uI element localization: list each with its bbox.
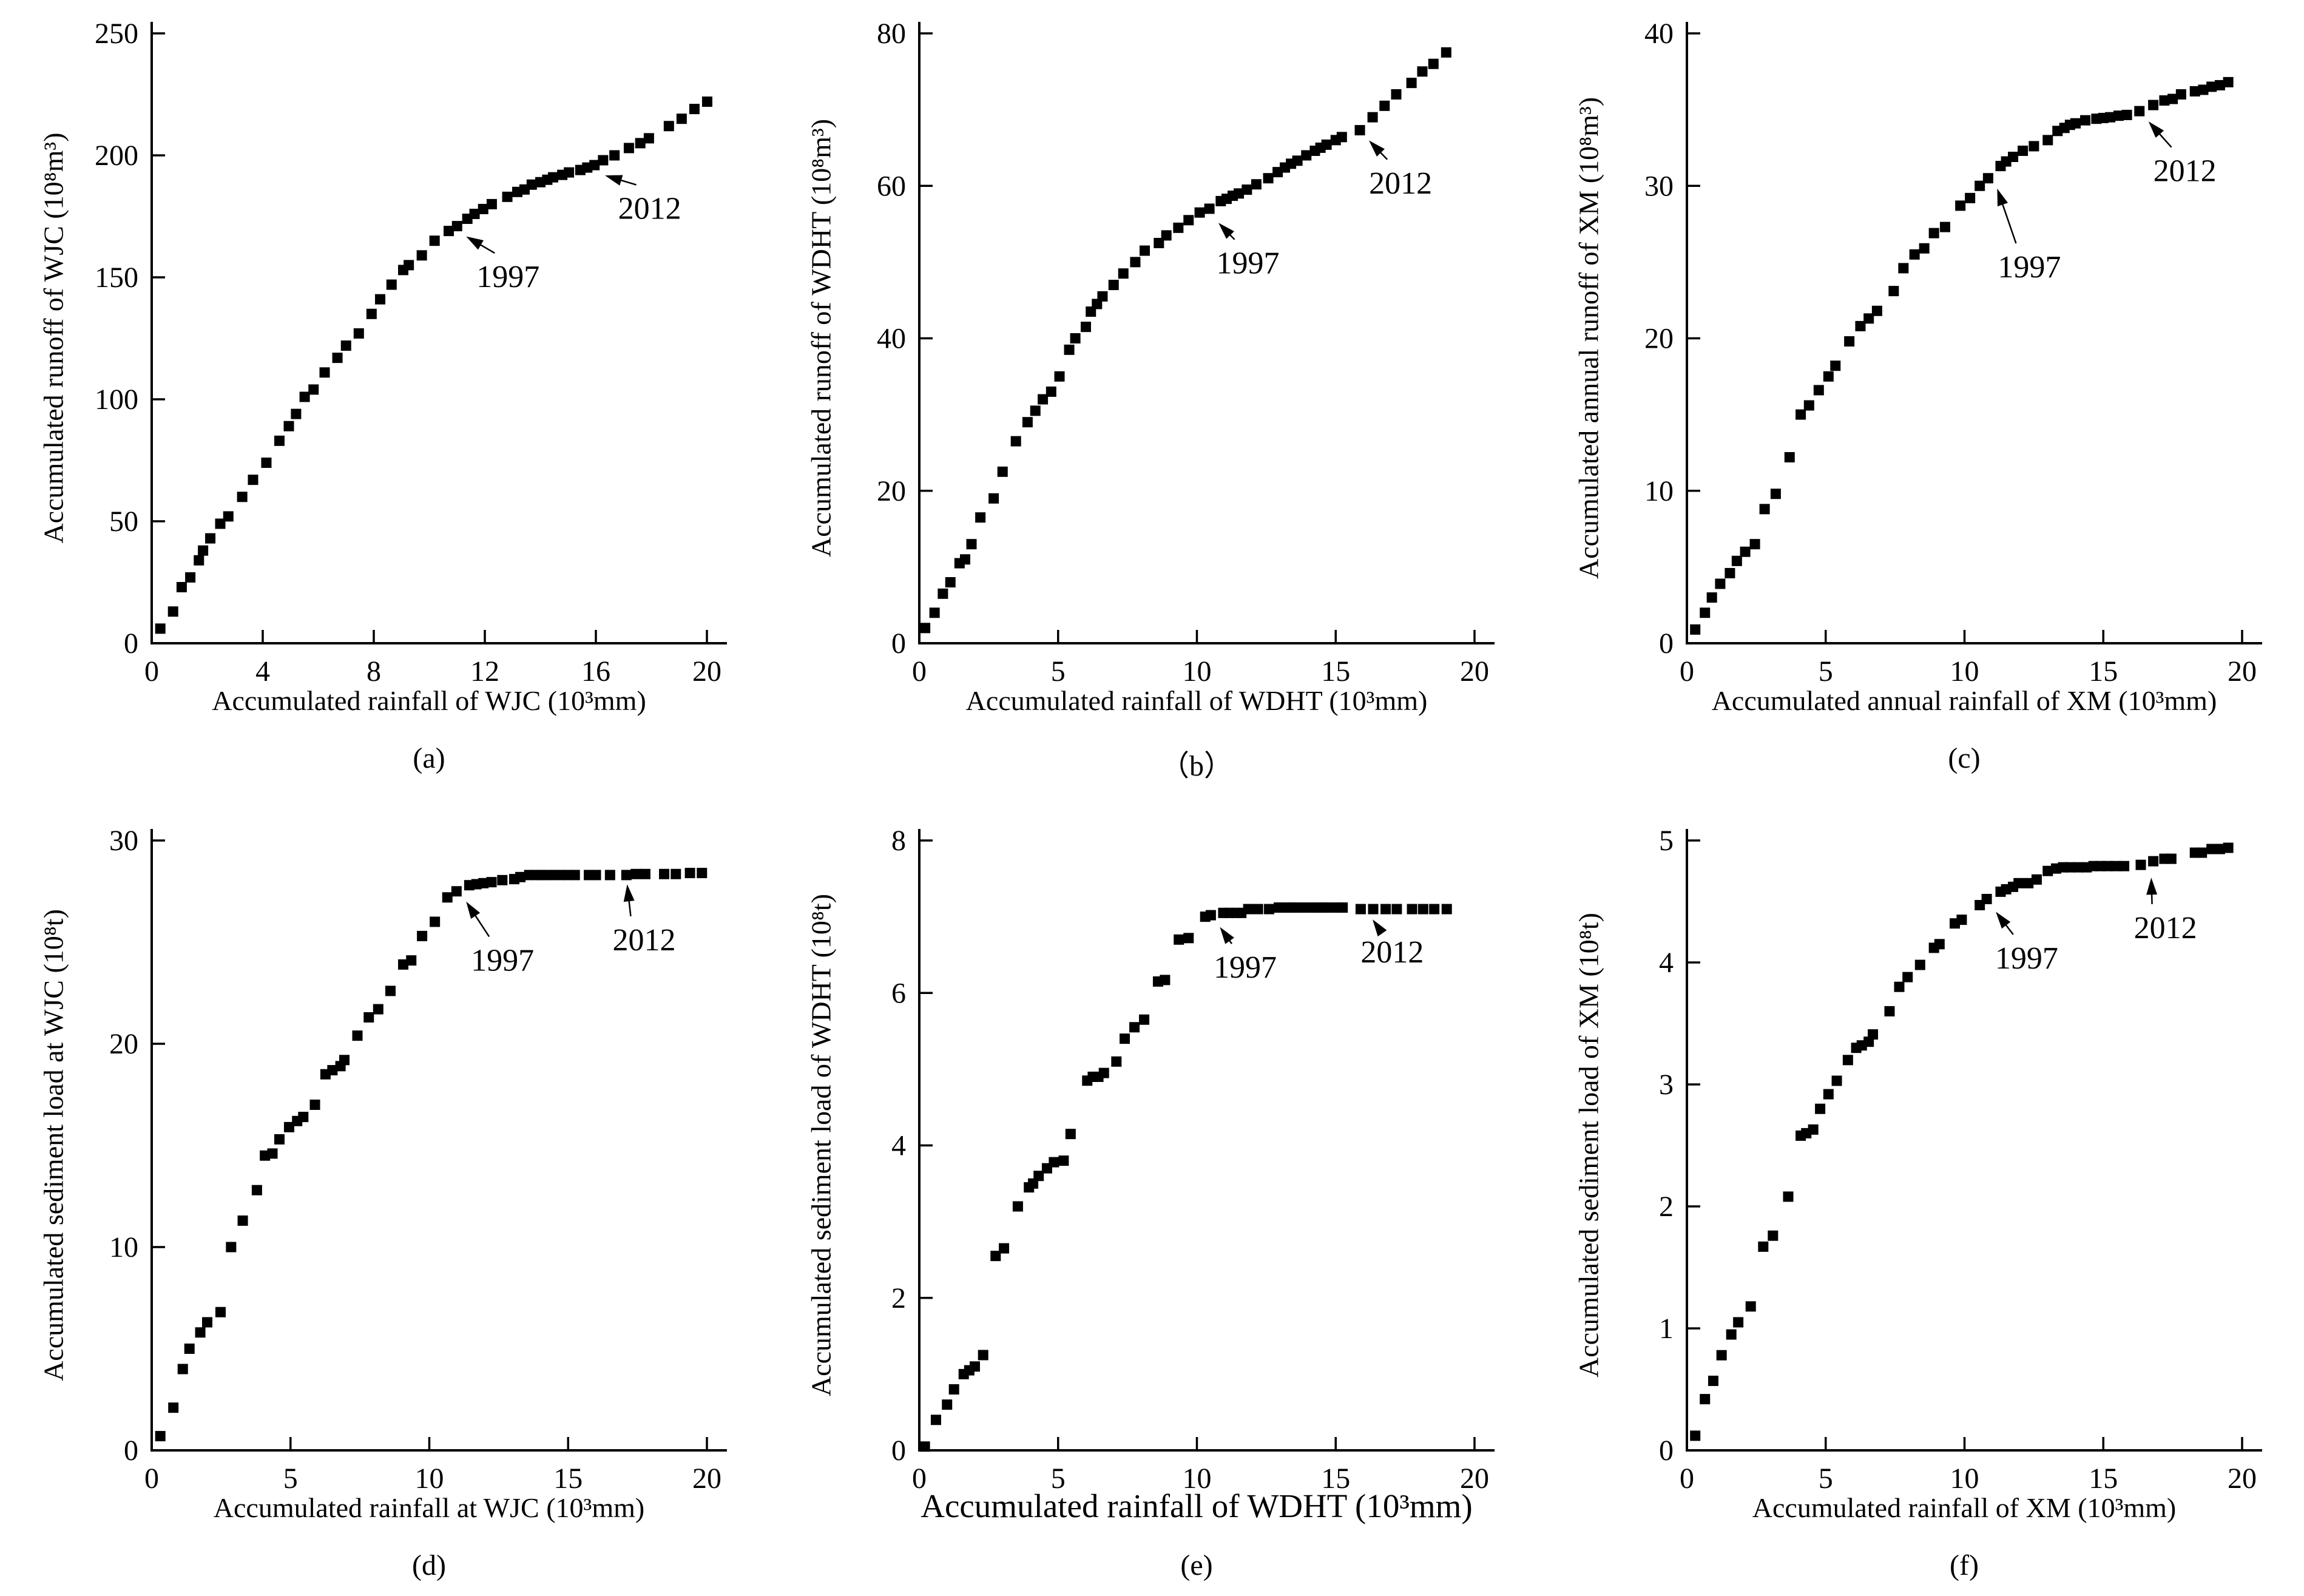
svg-text:10: 10 xyxy=(1950,1462,1979,1495)
svg-text:1: 1 xyxy=(1659,1313,1674,1345)
plot-area-d: 0 5 10 15 20 0 10 20 30 1997 2012 xyxy=(109,825,727,1495)
svg-text:0: 0 xyxy=(124,1435,138,1467)
svg-text:10: 10 xyxy=(109,1231,138,1263)
svg-text:4: 4 xyxy=(255,655,270,688)
panel-d: Accumulated sediment load at WJC (10⁸t) … xyxy=(0,807,768,1596)
svg-text:0: 0 xyxy=(1659,627,1674,660)
panel-e: Accumulated sediment load of WDHT (10⁸t)… xyxy=(768,807,1535,1596)
svg-text:80: 80 xyxy=(877,18,906,50)
svg-text:2012: 2012 xyxy=(2134,911,2197,945)
svg-text:2012: 2012 xyxy=(618,192,681,226)
svg-text:10: 10 xyxy=(1950,655,1979,688)
svg-text:2012: 2012 xyxy=(1369,166,1432,201)
svg-text:0: 0 xyxy=(1680,655,1694,688)
svg-text:1997: 1997 xyxy=(471,943,534,978)
svg-text:0: 0 xyxy=(124,627,138,660)
svg-text:40: 40 xyxy=(1644,18,1674,50)
svg-text:2012: 2012 xyxy=(2154,154,2217,189)
svg-text:10: 10 xyxy=(1644,475,1674,507)
svg-text:200: 200 xyxy=(95,140,138,172)
svg-text:50: 50 xyxy=(109,506,138,538)
svg-text:40: 40 xyxy=(877,323,906,355)
svg-text:2: 2 xyxy=(891,1282,906,1314)
svg-text:5: 5 xyxy=(1819,655,1833,688)
svg-text:10: 10 xyxy=(1183,655,1212,688)
svg-text:3: 3 xyxy=(1659,1069,1674,1101)
svg-text:12: 12 xyxy=(470,655,499,688)
panel-caption-e: (e) xyxy=(1180,1549,1213,1581)
svg-text:5: 5 xyxy=(1659,825,1674,857)
svg-text:30: 30 xyxy=(1644,170,1674,202)
svg-text:16: 16 xyxy=(581,655,610,688)
plot-area-b: 0 5 10 15 20 0 20 40 60 80 1997 2012 xyxy=(877,18,1495,688)
svg-text:0: 0 xyxy=(144,655,159,688)
svg-text:10: 10 xyxy=(1183,1462,1212,1495)
svg-text:15: 15 xyxy=(1321,655,1350,688)
svg-text:10: 10 xyxy=(415,1462,444,1495)
panel-caption-f: (f) xyxy=(1950,1549,1979,1581)
svg-text:30: 30 xyxy=(109,825,138,857)
svg-text:150: 150 xyxy=(95,262,138,294)
svg-text:100: 100 xyxy=(95,384,138,416)
svg-text:20: 20 xyxy=(2228,655,2257,688)
svg-text:2012: 2012 xyxy=(612,923,675,958)
svg-text:15: 15 xyxy=(1321,1462,1350,1495)
svg-text:20: 20 xyxy=(877,475,906,507)
panel-c: Accumulated annual runoff of XM (10⁸m³) … xyxy=(1535,0,2304,807)
panel-caption-a: (a) xyxy=(413,742,445,774)
x-axis-label-d: Accumulated rainfall at WJC (10³mm) xyxy=(213,1492,645,1523)
svg-text:20: 20 xyxy=(1460,1462,1489,1495)
svg-text:4: 4 xyxy=(1659,947,1674,979)
svg-text:1997: 1997 xyxy=(1995,941,2058,976)
svg-text:5: 5 xyxy=(1819,1462,1833,1495)
svg-text:0: 0 xyxy=(912,655,927,688)
svg-text:0: 0 xyxy=(1680,1462,1694,1495)
svg-text:5: 5 xyxy=(1051,655,1066,688)
svg-text:20: 20 xyxy=(109,1028,138,1060)
svg-text:250: 250 xyxy=(95,18,138,50)
svg-text:1997: 1997 xyxy=(1214,950,1277,985)
panel-a: Accumulated runoff of WJC (10⁸m³) 0 4 8 12 1… xyxy=(0,0,768,807)
panel-f: Accumulated sediment load of XM (10⁸t) 0… xyxy=(1535,807,2304,1596)
svg-text:0: 0 xyxy=(891,1435,906,1467)
x-axis-label-a: Accumulated rainfall of WJC (10³mm) xyxy=(212,685,646,716)
plot-area-e: 0 5 10 15 20 0 2 4 6 8 1997 2012 xyxy=(891,825,1495,1495)
svg-text:15: 15 xyxy=(553,1462,583,1495)
svg-text:20: 20 xyxy=(1644,323,1674,355)
svg-text:2012: 2012 xyxy=(1360,935,1424,970)
panel-b: Accumulated runoff of WDHT (10⁸m³) 0 5 10 1… xyxy=(768,0,1535,807)
svg-text:20: 20 xyxy=(2228,1462,2257,1495)
svg-text:0: 0 xyxy=(891,627,906,660)
svg-text:15: 15 xyxy=(2089,655,2118,688)
x-axis-label-f: Accumulated rainfall of XM (10³mm) xyxy=(1752,1492,2177,1523)
svg-text:0: 0 xyxy=(144,1462,159,1495)
svg-text:1997: 1997 xyxy=(476,260,539,294)
panel-caption-b: （b） xyxy=(1160,750,1234,782)
svg-text:1997: 1997 xyxy=(1998,250,2061,285)
panel-caption-c: (c) xyxy=(1948,742,1981,774)
x-axis-label-c: Accumulated annual rainfall of XM (10³mm… xyxy=(1711,685,2217,716)
svg-text:5: 5 xyxy=(283,1462,298,1495)
svg-text:0: 0 xyxy=(1659,1435,1674,1467)
panel-caption-d: (d) xyxy=(412,1549,446,1581)
plot-area-c: 0 5 10 15 20 0 10 20 30 40 1997 2012 xyxy=(1644,18,2262,688)
svg-text:8: 8 xyxy=(891,825,906,857)
svg-text:8: 8 xyxy=(367,655,381,688)
svg-text:60: 60 xyxy=(877,170,906,202)
x-axis-label-e: Accumulated rainfall of WDHT (10³mm) xyxy=(921,1487,1473,1524)
svg-text:15: 15 xyxy=(2089,1462,2118,1495)
svg-text:1997: 1997 xyxy=(1217,246,1280,281)
svg-text:4: 4 xyxy=(891,1130,906,1162)
svg-text:5: 5 xyxy=(1051,1462,1066,1495)
svg-text:2: 2 xyxy=(1659,1191,1674,1223)
svg-text:0: 0 xyxy=(912,1462,927,1495)
svg-text:20: 20 xyxy=(1460,655,1489,688)
svg-text:20: 20 xyxy=(692,1462,721,1495)
plot-area-f: 0 5 10 15 20 0 1 2 3 4 5 1997 2012 xyxy=(1659,825,2262,1495)
svg-text:6: 6 xyxy=(891,977,906,1009)
svg-text:20: 20 xyxy=(692,655,721,688)
x-axis-label-b: Accumulated rainfall of WDHT (10³mm) xyxy=(965,685,1428,716)
